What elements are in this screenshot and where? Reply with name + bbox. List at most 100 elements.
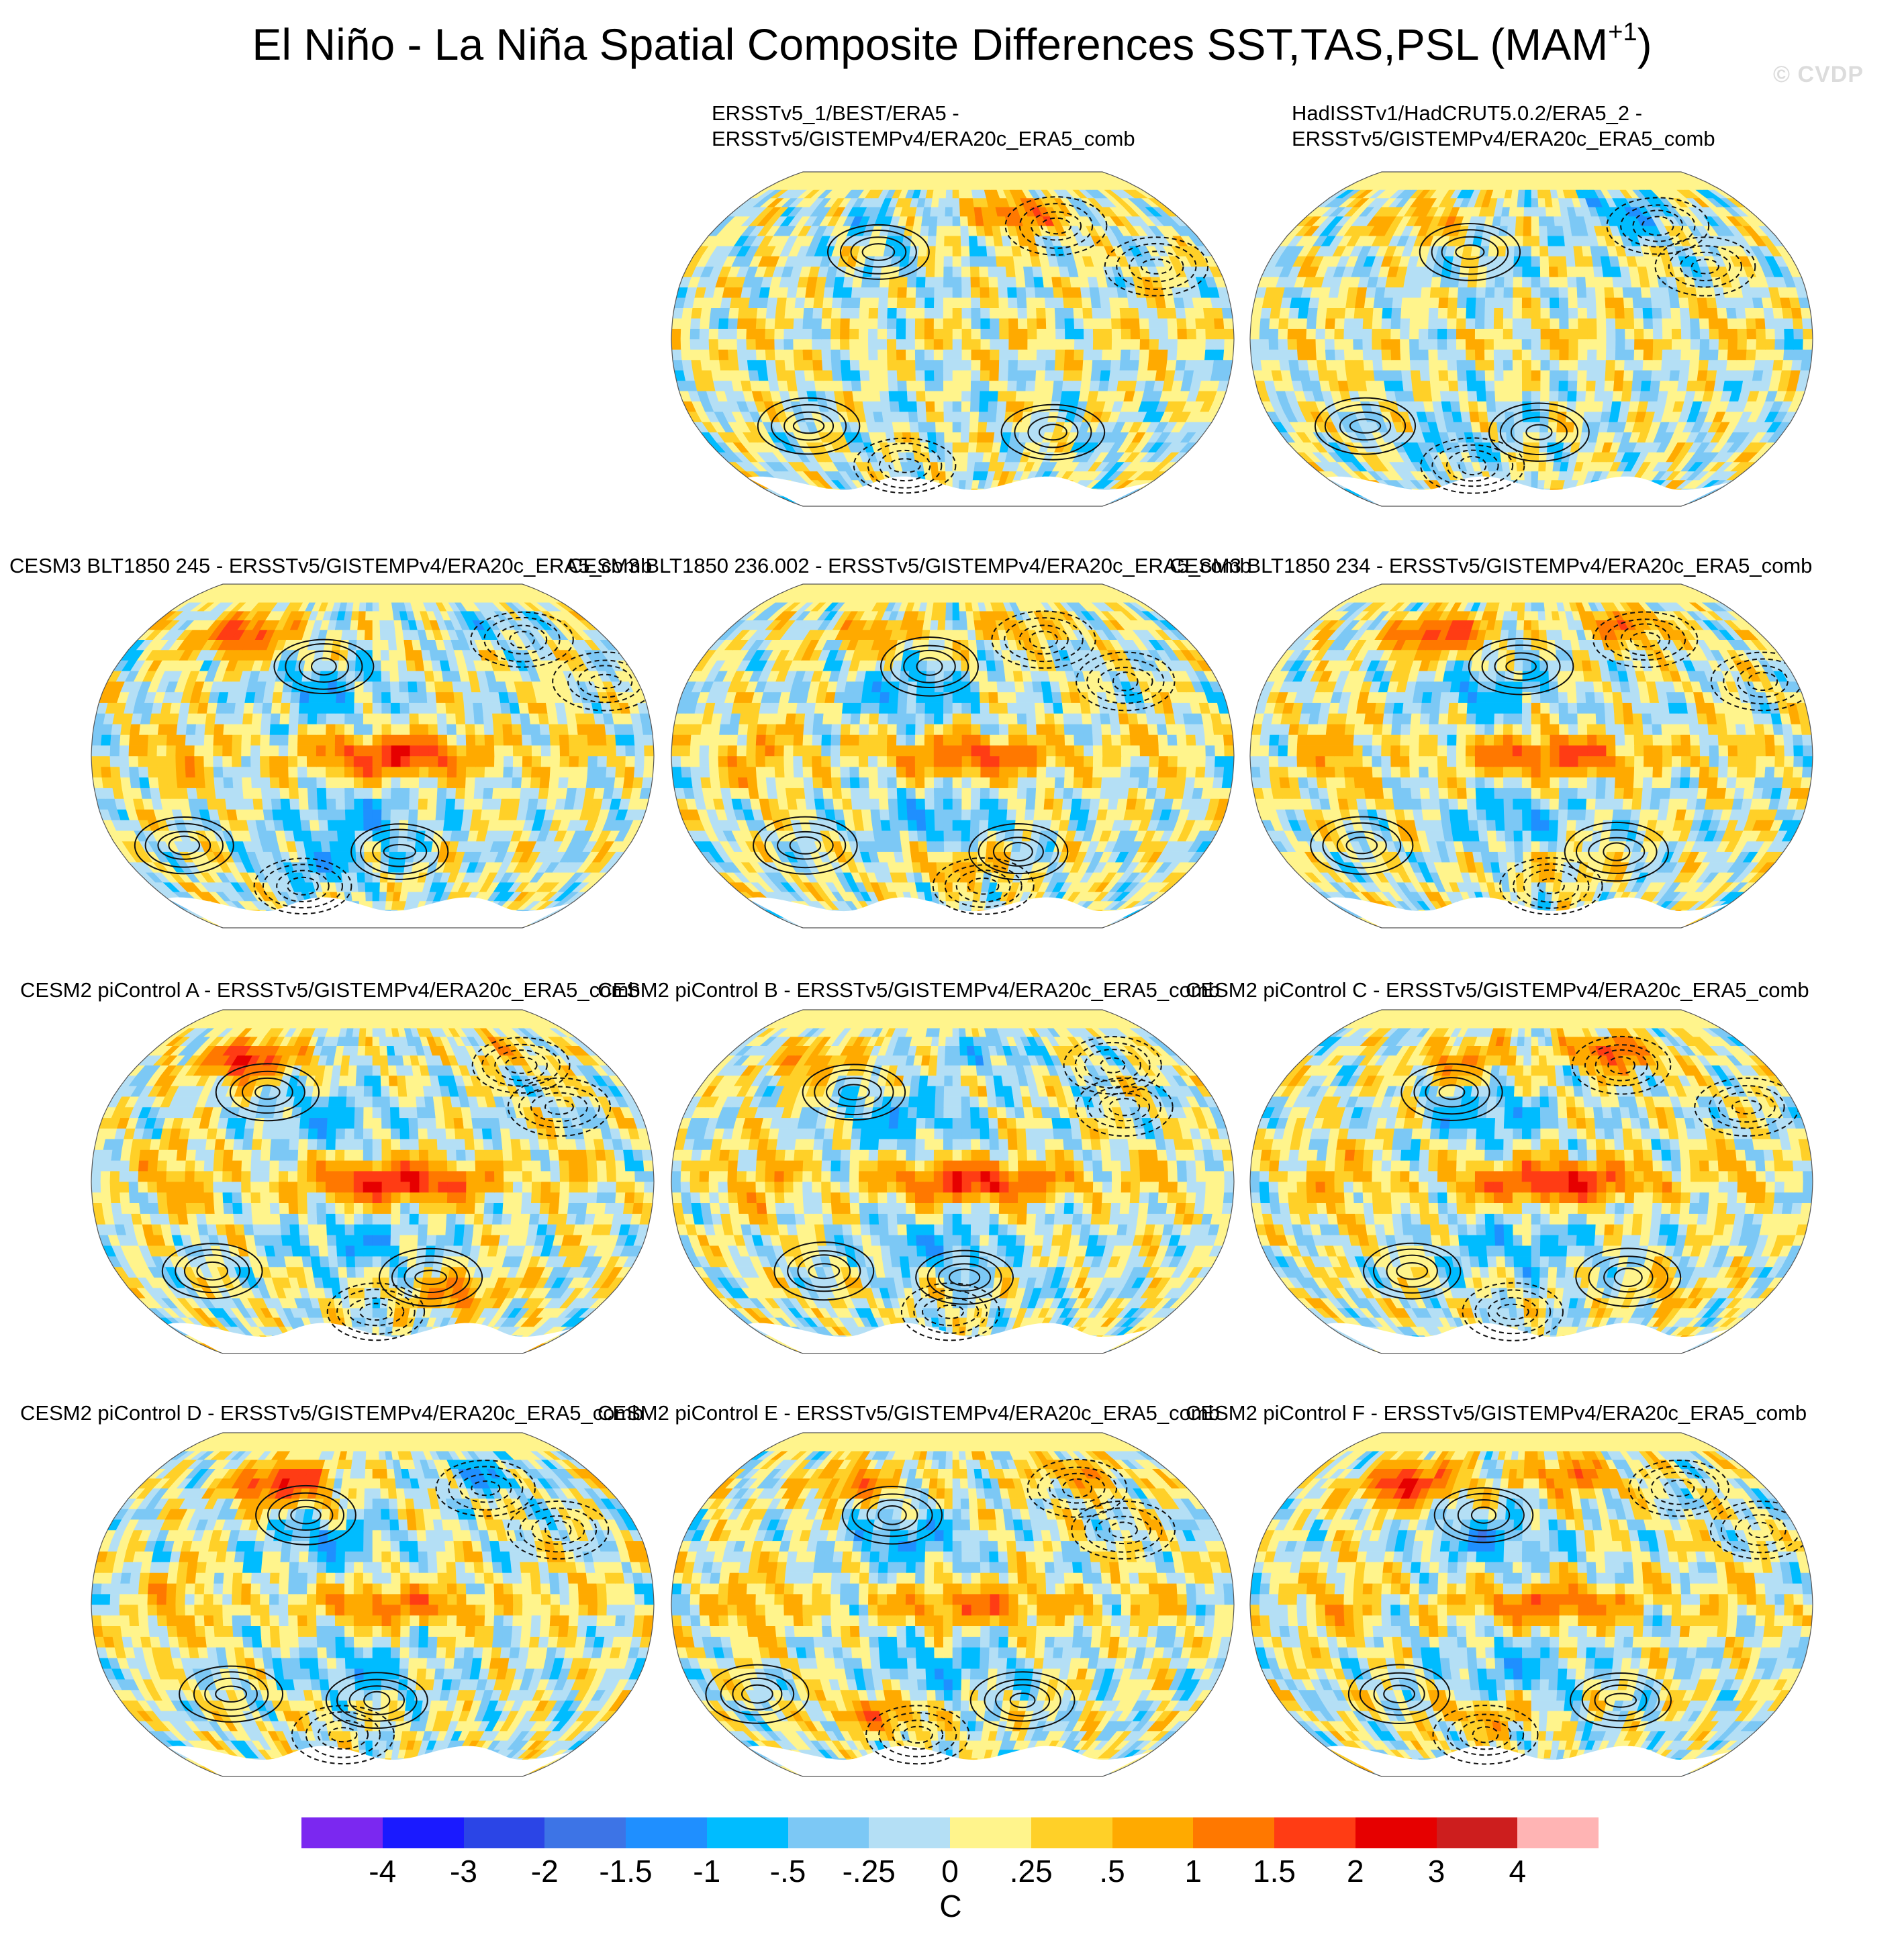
map-cell (924, 380, 935, 391)
map-cell (916, 256, 927, 267)
map-cell (1650, 369, 1662, 381)
map-cell (898, 401, 909, 412)
map-cell (1492, 216, 1502, 226)
map-cell (1512, 369, 1523, 381)
map-cell (1353, 359, 1365, 371)
map-cell (859, 297, 870, 308)
map-cell (1623, 359, 1635, 371)
map-cell (385, 891, 395, 902)
map-cell (1511, 189, 1519, 199)
map-cell (915, 297, 926, 308)
map-cell (967, 226, 978, 236)
map-cell (945, 189, 953, 199)
map-cell (989, 297, 1000, 308)
map-cell (709, 349, 720, 361)
map-cell (1531, 246, 1541, 256)
map-cell (918, 246, 928, 256)
map-cell (952, 380, 963, 391)
map-cell (1573, 246, 1584, 256)
map-cell (727, 328, 738, 340)
map-cell (936, 172, 943, 177)
map-cell (998, 287, 1008, 298)
map-cell (1669, 369, 1680, 381)
map-cell (1577, 307, 1588, 319)
map-cell (943, 401, 953, 412)
map-cell (718, 318, 729, 329)
map-cell (1409, 349, 1420, 361)
map-cell (1586, 297, 1597, 308)
map-cell (802, 328, 813, 340)
map-cell (1325, 318, 1336, 329)
map-cell (829, 172, 843, 177)
map-cell (1615, 318, 1625, 329)
map-cell (1139, 318, 1150, 329)
map-cell (1567, 390, 1578, 401)
map-cell (943, 297, 953, 308)
map-cell (1597, 328, 1607, 340)
map-cell (952, 471, 960, 481)
map-cell (1437, 307, 1448, 319)
map-cell (1549, 380, 1560, 391)
map-cell (1689, 318, 1701, 329)
map-cell (916, 411, 927, 422)
map-cell (1373, 369, 1384, 381)
map-cell (1651, 172, 1666, 177)
map-cell (1184, 359, 1196, 371)
map-cell (1507, 216, 1517, 226)
map-cell (1343, 328, 1354, 340)
map-cell (890, 411, 902, 422)
map-cell (1296, 349, 1308, 361)
map-cell (1127, 369, 1139, 381)
map-cell (1641, 297, 1653, 308)
map-cell (1614, 297, 1625, 308)
map-cell (859, 307, 869, 319)
map-fill (1250, 172, 1813, 506)
map-cell (1344, 359, 1355, 371)
map-cell (1014, 266, 1025, 277)
map-cell (1457, 380, 1468, 391)
map-cell (1008, 307, 1018, 319)
map-cell (329, 841, 340, 852)
map-cell (896, 359, 907, 371)
map-cell (1092, 359, 1102, 371)
map-cell (1017, 307, 1028, 319)
map-cell (1456, 328, 1466, 340)
psl-contour-line (1104, 236, 1209, 297)
map-cell (1026, 369, 1037, 381)
psl-contour-line (1041, 217, 1072, 235)
map-cell (861, 390, 872, 401)
map-cell (755, 328, 766, 340)
map-cell (1522, 266, 1532, 277)
map-cell (1708, 349, 1719, 361)
map-cell (849, 318, 860, 329)
map-cell (952, 297, 963, 308)
map-cell (1566, 172, 1575, 177)
map-cell (1335, 307, 1346, 319)
map-cell (1570, 172, 1580, 177)
map-cell (1278, 318, 1289, 329)
map-cell (944, 226, 953, 236)
map-cell (840, 307, 851, 319)
map-cell (312, 841, 323, 852)
map-cell (1531, 349, 1541, 361)
map-cell (1755, 318, 1766, 329)
map-cell (1558, 369, 1569, 381)
map-cell (1447, 369, 1458, 381)
map-cell (1204, 318, 1215, 329)
map-cell (1356, 380, 1368, 391)
map-cell (804, 369, 815, 381)
map-cell (1540, 369, 1551, 381)
map-cell (777, 380, 789, 391)
map-cell (914, 338, 925, 350)
map-cell (1027, 349, 1037, 361)
map-cell (868, 359, 879, 371)
map-cell (1046, 328, 1056, 340)
map-cell (727, 349, 739, 361)
map-cell (1503, 338, 1513, 350)
map-cell (1493, 349, 1504, 361)
map-cell (1468, 401, 1479, 412)
map-cell (1381, 349, 1392, 361)
map-cell (671, 318, 683, 329)
map-cell (1362, 318, 1374, 329)
map-cell (924, 197, 933, 207)
